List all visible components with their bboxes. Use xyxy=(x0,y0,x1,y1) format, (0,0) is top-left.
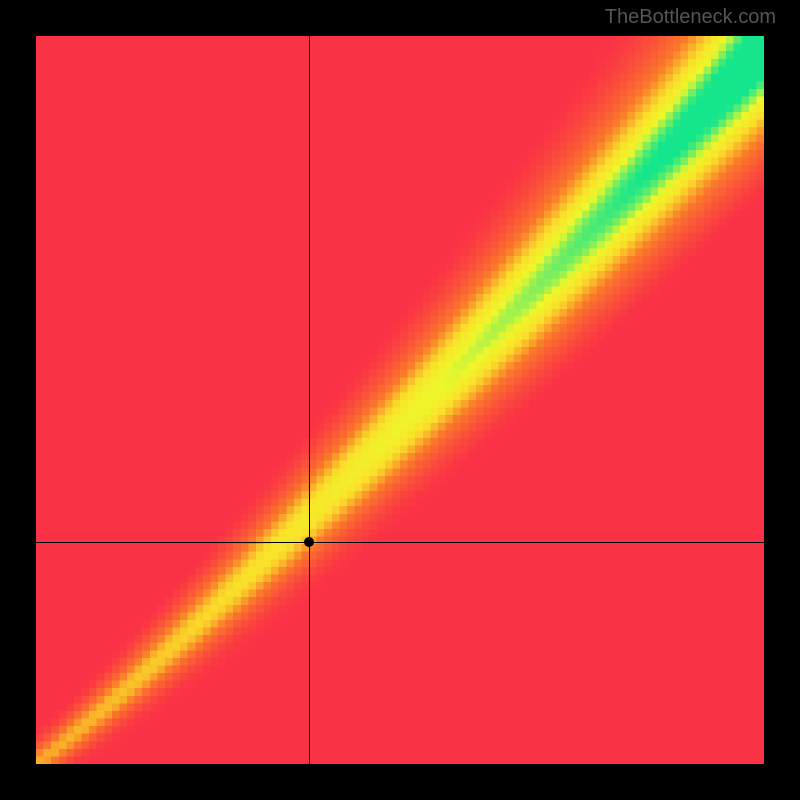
site-watermark: TheBottleneck.com xyxy=(605,6,776,29)
crosshair-vertical xyxy=(309,36,310,764)
crosshair-horizontal xyxy=(36,542,764,543)
crosshair-dot xyxy=(304,537,314,547)
heatmap-canvas xyxy=(36,36,764,764)
bottleneck-heatmap xyxy=(36,36,764,764)
